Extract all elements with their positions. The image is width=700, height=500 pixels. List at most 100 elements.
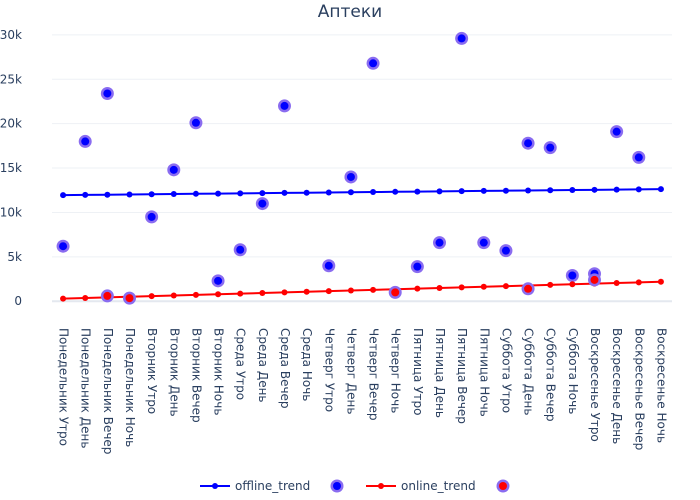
scatter-point bbox=[103, 291, 112, 300]
line-point bbox=[347, 287, 354, 294]
y-tick-label: 10k bbox=[0, 205, 22, 219]
line-point bbox=[170, 292, 177, 299]
scatter-point bbox=[125, 294, 134, 303]
x-tick-label: Воскресенье Утро bbox=[588, 328, 602, 442]
line-point bbox=[436, 285, 443, 292]
y-tick-label: 30k bbox=[0, 28, 22, 42]
legend-line-marker bbox=[378, 483, 384, 489]
line-point bbox=[370, 286, 377, 293]
line-point bbox=[480, 283, 487, 290]
x-tick-label: Среда День bbox=[256, 328, 270, 403]
line-point bbox=[215, 190, 222, 197]
x-tick-label: Среда Вечер bbox=[278, 328, 292, 409]
line-point bbox=[126, 191, 133, 198]
x-tick-label: Вторник Утро bbox=[145, 328, 159, 414]
line-point bbox=[591, 186, 598, 193]
line-point bbox=[525, 187, 532, 194]
line-point bbox=[237, 290, 244, 297]
line-point bbox=[436, 188, 443, 195]
y-tick-label: 20k bbox=[0, 117, 22, 131]
scatter-point bbox=[280, 101, 289, 110]
x-tick-label: Пятница Утро bbox=[411, 328, 425, 415]
scatter-point bbox=[612, 127, 621, 136]
y-tick-label: 15k bbox=[0, 161, 22, 175]
scatter-point bbox=[391, 288, 400, 297]
line-point bbox=[237, 190, 244, 197]
line-point bbox=[502, 283, 509, 290]
legend-marker bbox=[333, 482, 341, 490]
line-point bbox=[458, 188, 465, 195]
line-point bbox=[215, 291, 222, 298]
scatter-point bbox=[435, 238, 444, 247]
x-tick-label: Суббота Утро bbox=[499, 328, 513, 413]
x-tick-label: Суббота Вечер bbox=[544, 328, 558, 422]
scatter-point bbox=[546, 143, 555, 152]
x-tick-label: Понедельник День bbox=[79, 328, 93, 448]
y-tick-label: 0 bbox=[14, 294, 22, 308]
plot-area bbox=[56, 31, 664, 305]
line-point bbox=[569, 187, 576, 194]
series-line bbox=[63, 280, 661, 300]
line-point bbox=[148, 293, 155, 300]
y-axis-ticks: 0 5k 10k 15k 20k 25k 30k bbox=[0, 28, 22, 308]
x-tick-label: Понедельник Вечер bbox=[101, 328, 115, 454]
legend-marker bbox=[499, 482, 507, 490]
line-point bbox=[502, 187, 509, 194]
line-point bbox=[303, 288, 310, 295]
scatter-point bbox=[524, 139, 533, 148]
scatter-point bbox=[324, 261, 333, 270]
line-point bbox=[259, 190, 266, 197]
x-tick-label: Четверг День bbox=[344, 328, 358, 414]
series-line bbox=[63, 188, 661, 197]
line-point bbox=[547, 187, 554, 194]
line-point bbox=[657, 278, 664, 285]
x-tick-label: Суббота Ночь bbox=[566, 328, 580, 414]
line-point bbox=[259, 289, 266, 296]
line-point bbox=[613, 280, 620, 287]
line-point bbox=[414, 285, 421, 292]
scatter-point bbox=[479, 238, 488, 247]
x-tick-label: Пятница Ночь bbox=[477, 328, 491, 417]
scatter-point bbox=[169, 165, 178, 174]
legend-label: offline_trend bbox=[235, 479, 310, 493]
x-tick-label: Среда Ночь bbox=[300, 328, 314, 401]
line-point bbox=[635, 186, 642, 193]
scatter-point bbox=[568, 271, 577, 280]
x-axis-ticks: Понедельник Утро Понедельник День Понедель… bbox=[57, 328, 669, 454]
x-tick-label: Суббота День bbox=[522, 328, 536, 415]
y-tick-label: 25k bbox=[0, 72, 22, 86]
line-point bbox=[613, 186, 620, 193]
line-point bbox=[170, 191, 177, 198]
scatter-point bbox=[457, 34, 466, 43]
x-tick-label: Воскресенье День bbox=[610, 328, 624, 444]
gridlines bbox=[52, 34, 672, 303]
scatter-point bbox=[236, 245, 245, 254]
x-tick-label: Четверг Ночь bbox=[389, 328, 403, 413]
line-point bbox=[458, 284, 465, 291]
line-point bbox=[82, 294, 89, 301]
x-tick-label: Пятница День bbox=[433, 328, 447, 418]
line-point bbox=[148, 191, 155, 198]
line-point bbox=[82, 191, 89, 198]
x-tick-label: Понедельник Ночь bbox=[123, 328, 137, 447]
scatter-point bbox=[191, 118, 200, 127]
scatter-point bbox=[258, 199, 267, 208]
scatter-point bbox=[346, 172, 355, 181]
x-tick-label: Воскресенье Ночь bbox=[654, 328, 668, 443]
x-tick-label: Четверг Вечер bbox=[367, 328, 381, 421]
line-point bbox=[569, 281, 576, 288]
x-tick-label: Среда Утро bbox=[234, 328, 248, 400]
scatter-point bbox=[524, 284, 533, 293]
line-point bbox=[370, 189, 377, 196]
line-point bbox=[347, 189, 354, 196]
line-point bbox=[635, 279, 642, 286]
scatter-point bbox=[214, 276, 223, 285]
scatter-point bbox=[59, 242, 68, 251]
scatter-point bbox=[413, 262, 422, 271]
line-point bbox=[325, 288, 332, 295]
line-point bbox=[104, 191, 111, 198]
line-point bbox=[281, 289, 288, 296]
x-tick-label: Вторник Вечер bbox=[189, 328, 203, 423]
x-tick-label: Воскресенье Вечер bbox=[632, 328, 646, 450]
